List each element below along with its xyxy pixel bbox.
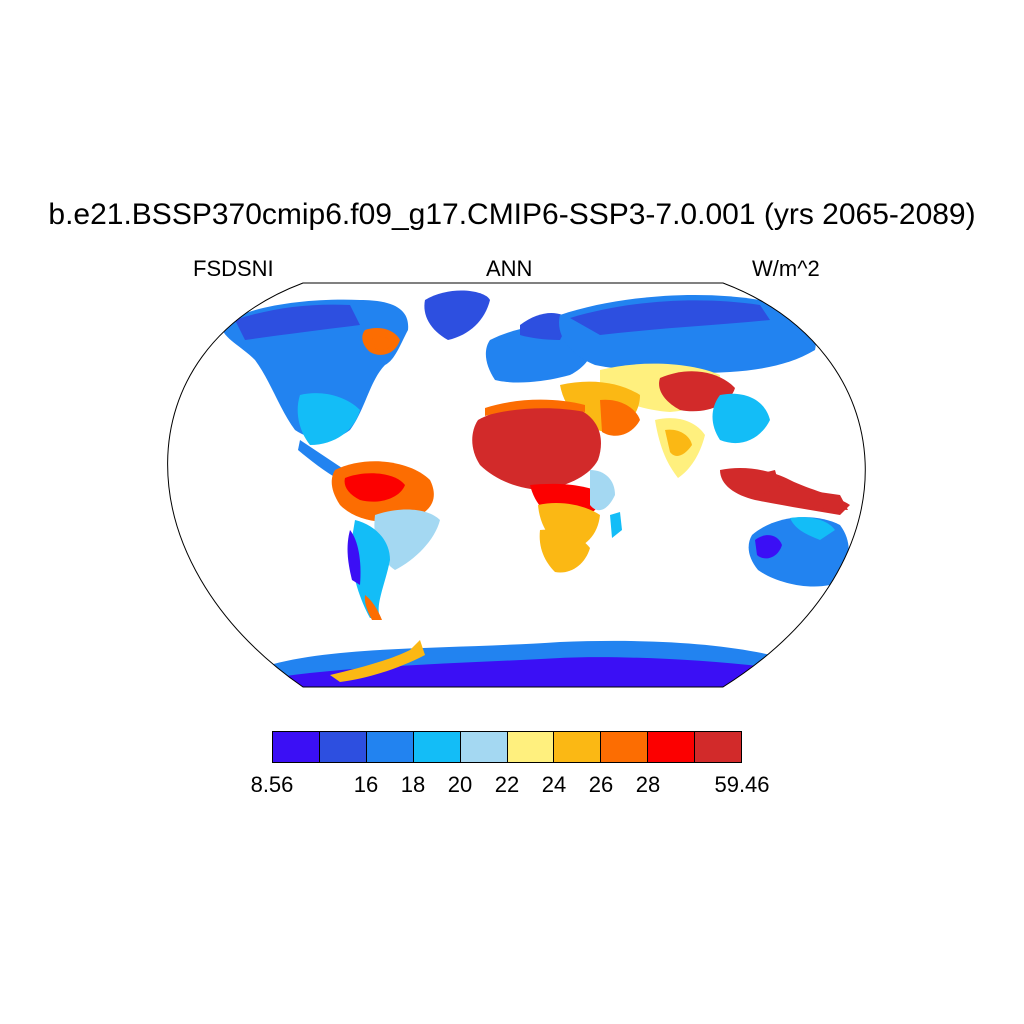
region-new-zealand [840,572,866,600]
region-east-africa [590,470,615,511]
colorbar-segment-7 [601,732,649,762]
colorbar-segment-1 [319,732,367,762]
colorbar-segment-8 [648,732,696,762]
colorbar-segment-6 [554,732,602,762]
variable-label: FSDSNI [193,256,274,281]
region-australia-west [755,535,782,559]
colorbar-tick-label: 18 [400,772,426,797]
chart-title: b.e21.BSSP370cmip6.f09_g17.CMIP6-SSP3-7.… [48,198,976,231]
colorbar-tick-label: 26 [588,772,614,797]
colorbar-segment-5 [507,732,555,762]
region-new-guinea [805,490,848,510]
region-north-america-arctic [235,304,360,340]
region-africa-north [472,405,601,490]
colorbar-tick-label: 24 [541,772,567,797]
region-brazil [374,509,440,570]
colorbar-tick-label: 8.56 [250,772,294,797]
land-layer [220,290,866,687]
colorbar-segment-4 [460,732,508,762]
region-india-core [665,429,692,456]
region-madagascar [610,512,622,538]
region-borneo [755,470,780,495]
region-china-east [712,393,770,444]
region-patagonia [364,595,382,620]
colorbar-tick-label: 20 [447,772,473,797]
colorbar-segment-9 [695,732,742,762]
region-africa-south [539,529,590,573]
region-south-america-south [350,520,390,618]
region-andes [347,530,361,585]
region-africa-north-rim [485,399,585,416]
colorbar [272,731,742,763]
region-north-america-east [297,393,360,445]
region-australia-north [790,517,835,540]
region-antarctica-coast [260,640,790,680]
colorbar-tick-label: 16 [353,772,379,797]
region-siberia-north [570,300,770,335]
region-antarctic-peninsula [330,640,425,682]
colorbar-tick-label: 22 [494,772,520,797]
colorbar-tick-label: 28 [635,772,661,797]
colorbar-tick-label: 59.46 [714,772,770,797]
colorbar-segment-2 [366,732,414,762]
region-amazon-core [344,473,405,502]
region-arabia [600,399,640,436]
map-boundary [167,282,866,688]
colorbar-segment-3 [413,732,461,762]
region-central-america [298,440,345,480]
season-label: ANN [486,256,533,281]
colorbar-segment-0 [273,732,320,762]
region-greenland [424,290,490,340]
region-hudson-core [372,335,392,351]
units-label: W/m^2 [752,256,820,281]
region-scandinavia [520,313,570,340]
region-tibet [659,371,735,412]
